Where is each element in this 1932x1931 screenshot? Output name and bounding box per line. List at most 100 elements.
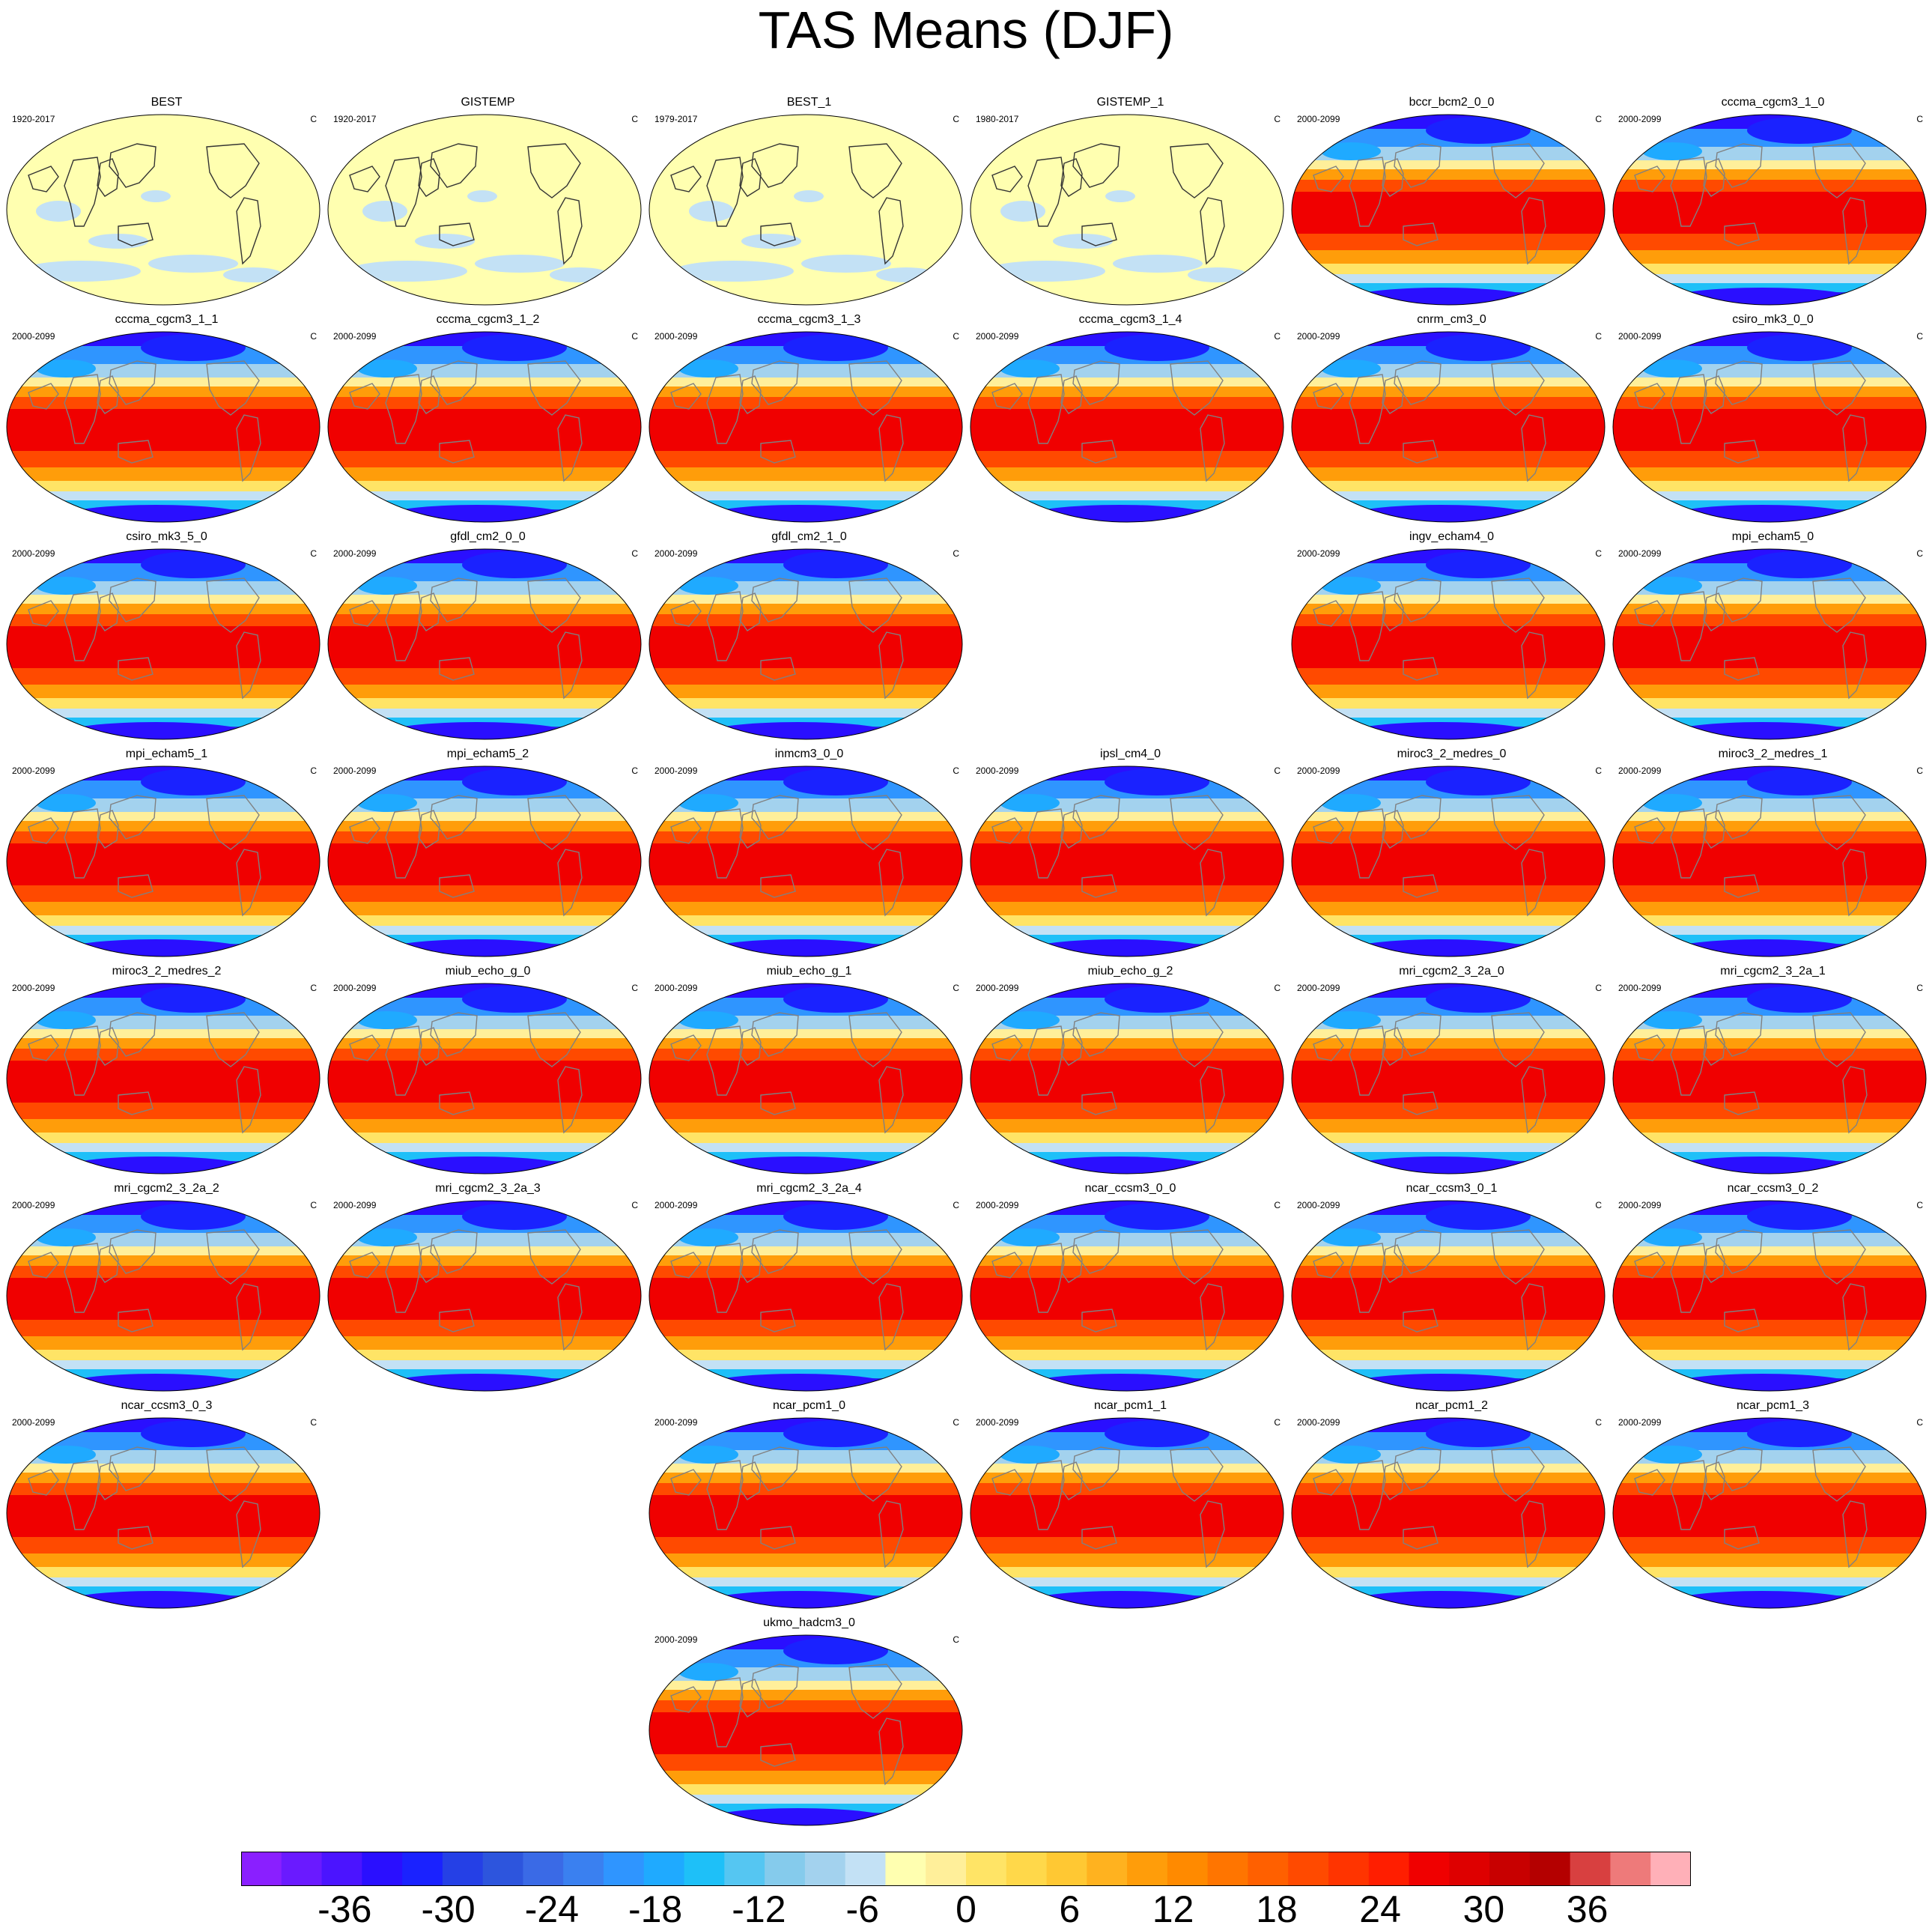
coastline (1072, 1012, 1120, 1057)
temperature-band (328, 1255, 641, 1266)
temperature-band (328, 1133, 641, 1143)
coastline (1491, 1229, 1545, 1285)
map-panel: ingv_echam4_0 2000-2099 C (1291, 530, 1612, 744)
colorbar-segment (1127, 1852, 1168, 1886)
temperature-band (328, 1278, 641, 1320)
cold-region (36, 1228, 96, 1246)
coastline (527, 1229, 581, 1285)
panel-years: 2000-2099 (1297, 766, 1340, 776)
coastline (1812, 1229, 1866, 1285)
temperature-band (649, 1700, 962, 1712)
temperature-band (970, 1103, 1284, 1119)
temperature-band (7, 1567, 320, 1577)
panel-title: miroc3_2_medres_2 (112, 965, 222, 977)
coastline (1382, 375, 1404, 414)
coastline (878, 1283, 904, 1351)
temperature-band (1613, 1038, 1926, 1049)
temperature-band (649, 1784, 962, 1795)
coastline (118, 657, 154, 681)
coastline (751, 1664, 799, 1709)
cold-region (1747, 769, 1852, 795)
temperature-band (970, 386, 1284, 397)
coastline (1081, 1091, 1117, 1115)
temperature-band (328, 500, 641, 509)
coastline (557, 1066, 583, 1134)
panel-title: ingv_echam4_0 (1409, 530, 1494, 543)
temperature-band (649, 1133, 962, 1143)
temperature-band (1292, 1473, 1605, 1483)
cold-region (1321, 794, 1381, 812)
temperature-band (970, 926, 1284, 935)
temperature-band (7, 1152, 320, 1161)
coastline (385, 1025, 422, 1096)
panel-units: C (310, 1200, 317, 1210)
coastline (206, 1012, 260, 1067)
temperature-band (1292, 885, 1605, 902)
coastline (1703, 1244, 1725, 1283)
coastline (1403, 440, 1439, 464)
temperature-band (1613, 1369, 1926, 1378)
temperature-band (7, 1103, 320, 1119)
cold-region (1426, 117, 1531, 144)
coastline (418, 592, 440, 631)
panel-years: 2000-2099 (654, 1634, 698, 1645)
cold-region (36, 794, 96, 812)
map-outline (1291, 331, 1606, 523)
map-svg (6, 548, 321, 740)
temperature-band (1292, 915, 1605, 926)
temperature-band (970, 1537, 1284, 1553)
coastline (527, 143, 581, 198)
cold-region (462, 551, 567, 578)
colorbar-segment (1046, 1852, 1087, 1886)
temperature-band (649, 1804, 962, 1813)
temperature-band (7, 604, 320, 614)
coastline (439, 1309, 475, 1333)
coastline (236, 1066, 261, 1134)
temperature-band (970, 1255, 1284, 1266)
coastline (1715, 1446, 1763, 1491)
coastline (751, 578, 799, 622)
panel-title: mpi_echam5_1 (125, 748, 208, 760)
temperature-band (1292, 481, 1605, 491)
temperature-band (970, 1473, 1284, 1483)
cold-region (708, 1157, 888, 1174)
temperature-band (7, 1278, 320, 1320)
panel-units: C (1916, 766, 1923, 776)
coastline (751, 1012, 799, 1057)
panel-years: 2000-2099 (1618, 548, 1662, 559)
cold-region (462, 1203, 567, 1230)
coastline (1382, 1461, 1404, 1500)
coastline (670, 383, 702, 410)
coastline (1724, 1309, 1760, 1333)
map-outline (648, 548, 963, 740)
coastline (1703, 1027, 1725, 1066)
panel-units: C (1274, 1417, 1281, 1428)
map-panel: csiro_mk3_0_0 2000-2099 C (1612, 313, 1932, 527)
coastline (430, 795, 478, 840)
coastline (991, 1469, 1023, 1496)
cold-region (1642, 577, 1702, 595)
coastline (64, 157, 101, 227)
map-outline (648, 1417, 963, 1609)
coastline (1703, 810, 1725, 849)
coastline (1634, 600, 1665, 627)
coastline (28, 1469, 59, 1496)
colorbar-segment (321, 1852, 362, 1886)
temperature-band (328, 1369, 641, 1378)
panel-years: 1980-2017 (976, 114, 1019, 124)
map-outline (6, 983, 321, 1174)
colorbar-segment (765, 1852, 806, 1886)
temperature-band (649, 409, 962, 451)
map-panel: ncar_ccsm3_0_2 2000-2099 C (1612, 1182, 1932, 1395)
coastline (28, 383, 59, 410)
temperature-band (1292, 169, 1605, 180)
temperature-band (970, 1143, 1284, 1152)
temperature-band (7, 614, 320, 626)
panel-units: C (1595, 114, 1602, 124)
temperature-band (970, 902, 1284, 915)
map-panel: gfdl_cm2_0_0 2000-2099 C (327, 530, 648, 744)
coastline (1812, 1012, 1866, 1067)
temperature-band (1613, 1350, 1926, 1360)
coastline (1842, 1066, 1868, 1134)
temperature-band (649, 843, 962, 885)
